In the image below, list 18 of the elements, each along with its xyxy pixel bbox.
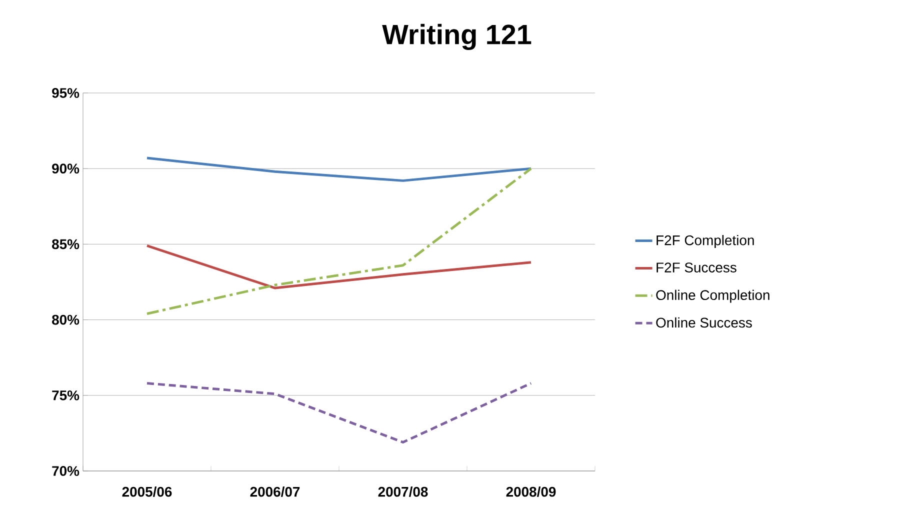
- legend-label: Online Completion: [656, 290, 770, 303]
- x-tick-label: 2008/09: [506, 486, 556, 497]
- y-tick-label: 80%: [52, 314, 80, 325]
- y-tick-label: 95%: [52, 88, 80, 98]
- y-tick-label: 85%: [52, 239, 80, 250]
- legend-label: F2F Completion: [656, 234, 754, 248]
- line-series: [146, 167, 532, 315]
- legend-label: Online Success: [656, 317, 752, 328]
- x-tick-label: 2007/08: [378, 486, 428, 497]
- x-tick-label: 2006/07: [250, 486, 300, 497]
- x-tick-label: 2005/06: [122, 486, 172, 497]
- legend-label: F2F Success: [656, 262, 736, 272]
- line-series: [146, 244, 532, 290]
- line-series: [146, 156, 532, 182]
- y-tick-label: 70%: [52, 466, 80, 476]
- y-tick-label: 75%: [52, 390, 80, 400]
- y-tick-label: 90%: [52, 164, 80, 174]
- chart-title: Writing 121: [382, 24, 532, 50]
